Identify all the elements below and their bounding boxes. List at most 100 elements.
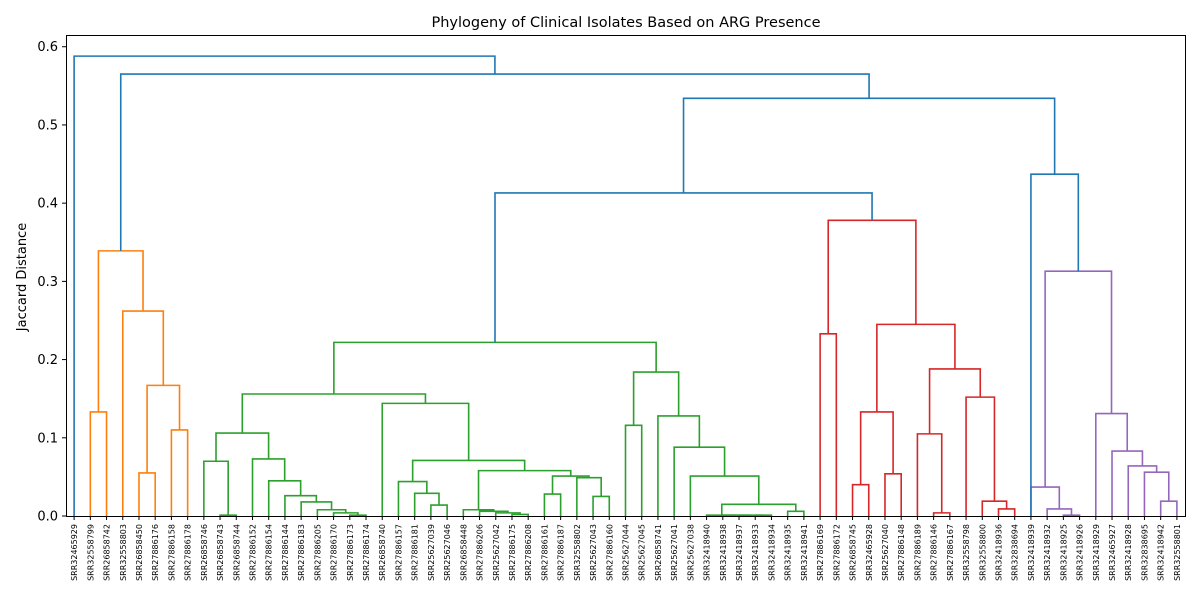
- leaf-label: SRR32418942: [1157, 524, 1166, 581]
- leaf-label: SRR27886187: [557, 524, 566, 581]
- dendrogram-link: [241, 393, 427, 434]
- leaf-label: SRR25627040: [881, 524, 890, 581]
- leaf-label: SRR32418939: [1027, 524, 1036, 581]
- links-group: [73, 55, 1178, 517]
- dendrogram-link: [1127, 465, 1158, 516]
- leaf-label: SRR32418928: [1124, 524, 1133, 581]
- dendrogram-link: [413, 492, 440, 516]
- leaf-label: SRR25627038: [686, 524, 695, 581]
- leaf-label: SRR27886174: [362, 524, 371, 581]
- leaf-label: SRR32418932: [1043, 524, 1052, 581]
- dendrogram-link: [97, 250, 144, 412]
- dendrogram-link: [543, 493, 562, 516]
- leaf-label: SRR27886154: [265, 524, 274, 581]
- dendrogram-link: [997, 508, 1016, 516]
- leaf-label: SRR25627039: [427, 524, 436, 581]
- leaf-label: SRR32465928: [865, 524, 874, 581]
- leaf-label: SRR32558802: [573, 524, 582, 581]
- leaf-label: SRR32838695: [1140, 524, 1149, 581]
- dendrogram-link: [251, 458, 286, 516]
- plot-frame: [66, 35, 1186, 517]
- dendrogram-link: [121, 310, 165, 516]
- dendrogram-link: [411, 459, 526, 482]
- leaf-label: SRR27886172: [832, 524, 841, 581]
- leaf-label: SRR25627044: [622, 524, 631, 581]
- leaf-label: SRR26858745: [849, 524, 858, 581]
- dendrogram-link: [300, 501, 333, 516]
- dendrogram-link: [916, 433, 943, 516]
- y-tick-label: 0.4: [37, 197, 58, 212]
- y-tick-label: 0.3: [37, 275, 58, 290]
- leaf-label: SRR26858744: [232, 524, 241, 581]
- leaf-label: SRR27886158: [167, 524, 176, 581]
- leaf-label: SRR32418936: [995, 524, 1004, 581]
- dendrogram-link: [1111, 450, 1144, 516]
- leaf-label: SRR32418935: [784, 524, 793, 581]
- dendrogram-link: [349, 514, 367, 517]
- leaf-label: SRR27886181: [411, 524, 420, 581]
- leaf-label: SRR26858746: [200, 524, 209, 581]
- dendrogram-link: [1044, 270, 1113, 488]
- dendrogram-link: [170, 429, 189, 516]
- leaf-label: SRR27886206: [476, 524, 485, 581]
- dendrogram-link: [203, 460, 229, 516]
- y-tick-label: 0.5: [37, 118, 58, 133]
- y-tick-label: 0.0: [37, 510, 58, 525]
- dendrogram-link: [689, 475, 760, 516]
- leaf-label: SRR27886173: [346, 524, 355, 581]
- dendrogram-link: [657, 415, 701, 516]
- leaf-label: SRR32465929: [70, 524, 79, 581]
- leaf-label: SRR27886144: [281, 524, 290, 581]
- dendrogram-link: [786, 510, 805, 516]
- leaf-label: SRR32465927: [1108, 524, 1117, 581]
- dendrogram-link: [1046, 508, 1073, 516]
- dendrogram-link: [1062, 514, 1081, 517]
- leaf-label: SRR27886176: [151, 524, 160, 581]
- leaf-label: SRR26858450: [135, 524, 144, 581]
- dendrogram-link: [928, 368, 982, 434]
- dendrogram-link: [851, 483, 870, 516]
- dendrogram-link: [624, 424, 643, 516]
- dendrogram-link: [981, 500, 1008, 516]
- leaf-label: SRR32558801: [1173, 524, 1182, 581]
- leaf-label: SRR25627046: [443, 524, 452, 581]
- chart-title: Phylogeny of Clinical Isolates Based on …: [431, 15, 820, 31]
- dendrogram-link: [592, 495, 611, 516]
- dendrogram-link: [397, 480, 428, 516]
- dendrogram-link: [267, 480, 302, 516]
- dendrogram-link: [511, 513, 529, 516]
- dendrogram-link: [333, 341, 657, 394]
- leaf-label: SRR32418937: [735, 524, 744, 581]
- dendrogram-link: [859, 411, 894, 485]
- dendrogram-link: [965, 396, 996, 516]
- dendrogram-link: [1159, 500, 1178, 516]
- y-tick-label: 0.6: [37, 40, 58, 55]
- y-axis-label: Jaccard Distance: [15, 223, 30, 332]
- leaf-label: SRR32558799: [86, 524, 95, 581]
- dendrogram-link: [673, 446, 726, 516]
- leaf-label: SRR27886160: [605, 524, 614, 581]
- dendrogram-link: [827, 219, 917, 334]
- leaf-label: SRR25627043: [589, 524, 598, 581]
- leaf-label: SRR32418926: [1076, 524, 1085, 581]
- y-axis: 0.0 0.1 0.2 0.3 0.4 0.5 0.6: [37, 40, 66, 525]
- leaf-label: SRR27886152: [249, 524, 258, 581]
- leaf-label: SRR27886169: [816, 524, 825, 581]
- dendrogram-link: [138, 472, 156, 516]
- dendrogram-link: [632, 371, 680, 426]
- leaf-label: SRR32418929: [1092, 524, 1101, 581]
- leaf-label: SRR27886205: [313, 524, 322, 581]
- dendrogram-link: [932, 512, 951, 516]
- leaf-label: SRR27886161: [540, 524, 549, 581]
- leaf-label: SRR27886170: [330, 524, 339, 581]
- leaf-label: SRR27886157: [394, 524, 403, 581]
- leaf-label: SRR27886167: [946, 524, 955, 581]
- dendrogram-link: [884, 472, 902, 516]
- leaf-label: SRR25627045: [638, 524, 647, 581]
- leaf-label: SRR32558798: [962, 524, 971, 581]
- leaf-label: SRR25627042: [492, 524, 501, 581]
- dendrogram-link: [682, 97, 1056, 193]
- dendrogram-link: [705, 514, 737, 517]
- dendrogram-link: [332, 512, 359, 516]
